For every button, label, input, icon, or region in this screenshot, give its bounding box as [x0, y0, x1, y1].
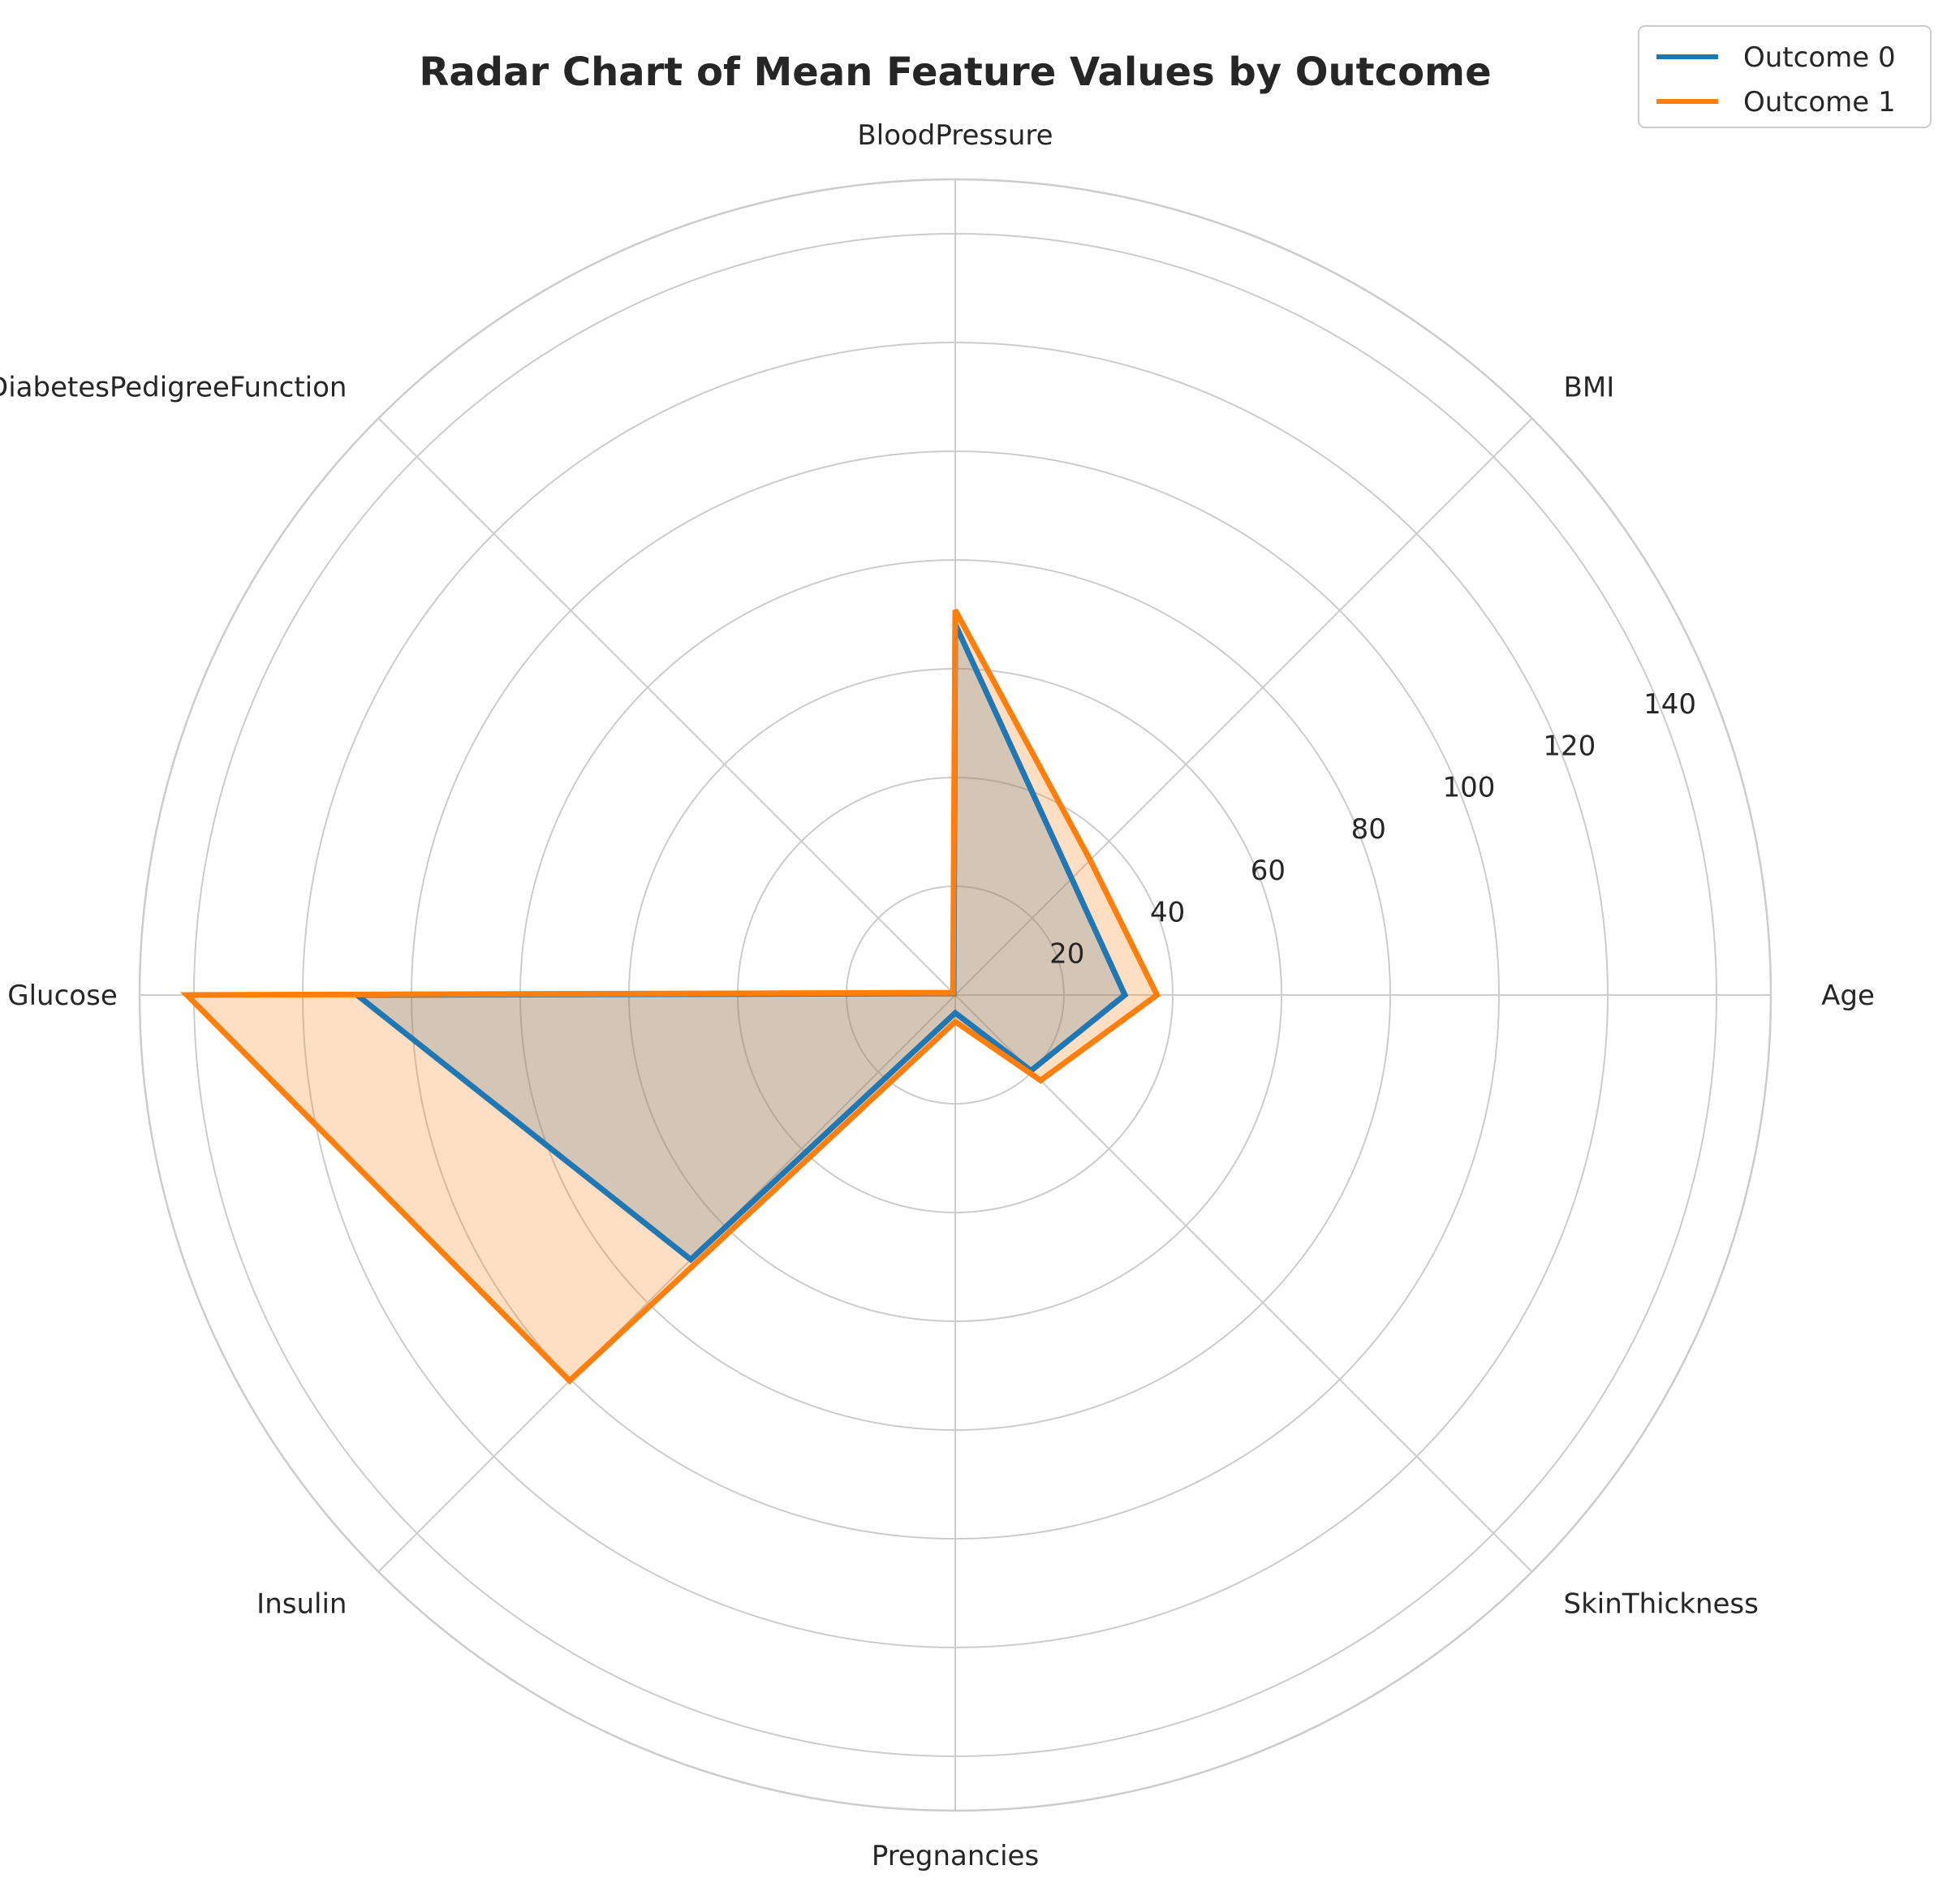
axis-label-insulin: Insulin: [256, 1588, 347, 1621]
axis-label-skinthickness: SkinThickness: [1564, 1588, 1759, 1621]
spoke-diabetespedigreefunction: [378, 418, 955, 995]
legend: Outcome 0 Outcome 1: [1639, 26, 1931, 127]
r-tick-label-20: 20: [1049, 938, 1084, 971]
axis-label-age: Age: [1821, 980, 1875, 1012]
r-tick-label-60: 60: [1251, 855, 1286, 887]
axis-label-pregnancies: Pregnancies: [872, 1840, 1039, 1872]
r-tick-label-140: 140: [1643, 688, 1696, 721]
axis-label-bloodpressure: BloodPressure: [857, 119, 1053, 152]
r-tick-label-40: 40: [1150, 896, 1185, 928]
axis-label-diabetespedigreefunction: DiabetesPedigreeFunction: [0, 371, 347, 403]
axis-label-glucose: Glucose: [7, 980, 117, 1012]
r-tick-label-100: 100: [1443, 772, 1496, 804]
axis-label-bmi: BMI: [1564, 371, 1615, 403]
r-tick-label-120: 120: [1543, 730, 1596, 762]
series-layer: [187, 610, 1157, 1381]
chart-title: Radar Chart of Mean Feature Values by Ou…: [419, 50, 1491, 95]
legend-label-outcome-1: Outcome 1: [1743, 86, 1896, 118]
r-tick-label-80: 80: [1351, 813, 1386, 846]
legend-label-outcome-0: Outcome 0: [1743, 41, 1896, 74]
